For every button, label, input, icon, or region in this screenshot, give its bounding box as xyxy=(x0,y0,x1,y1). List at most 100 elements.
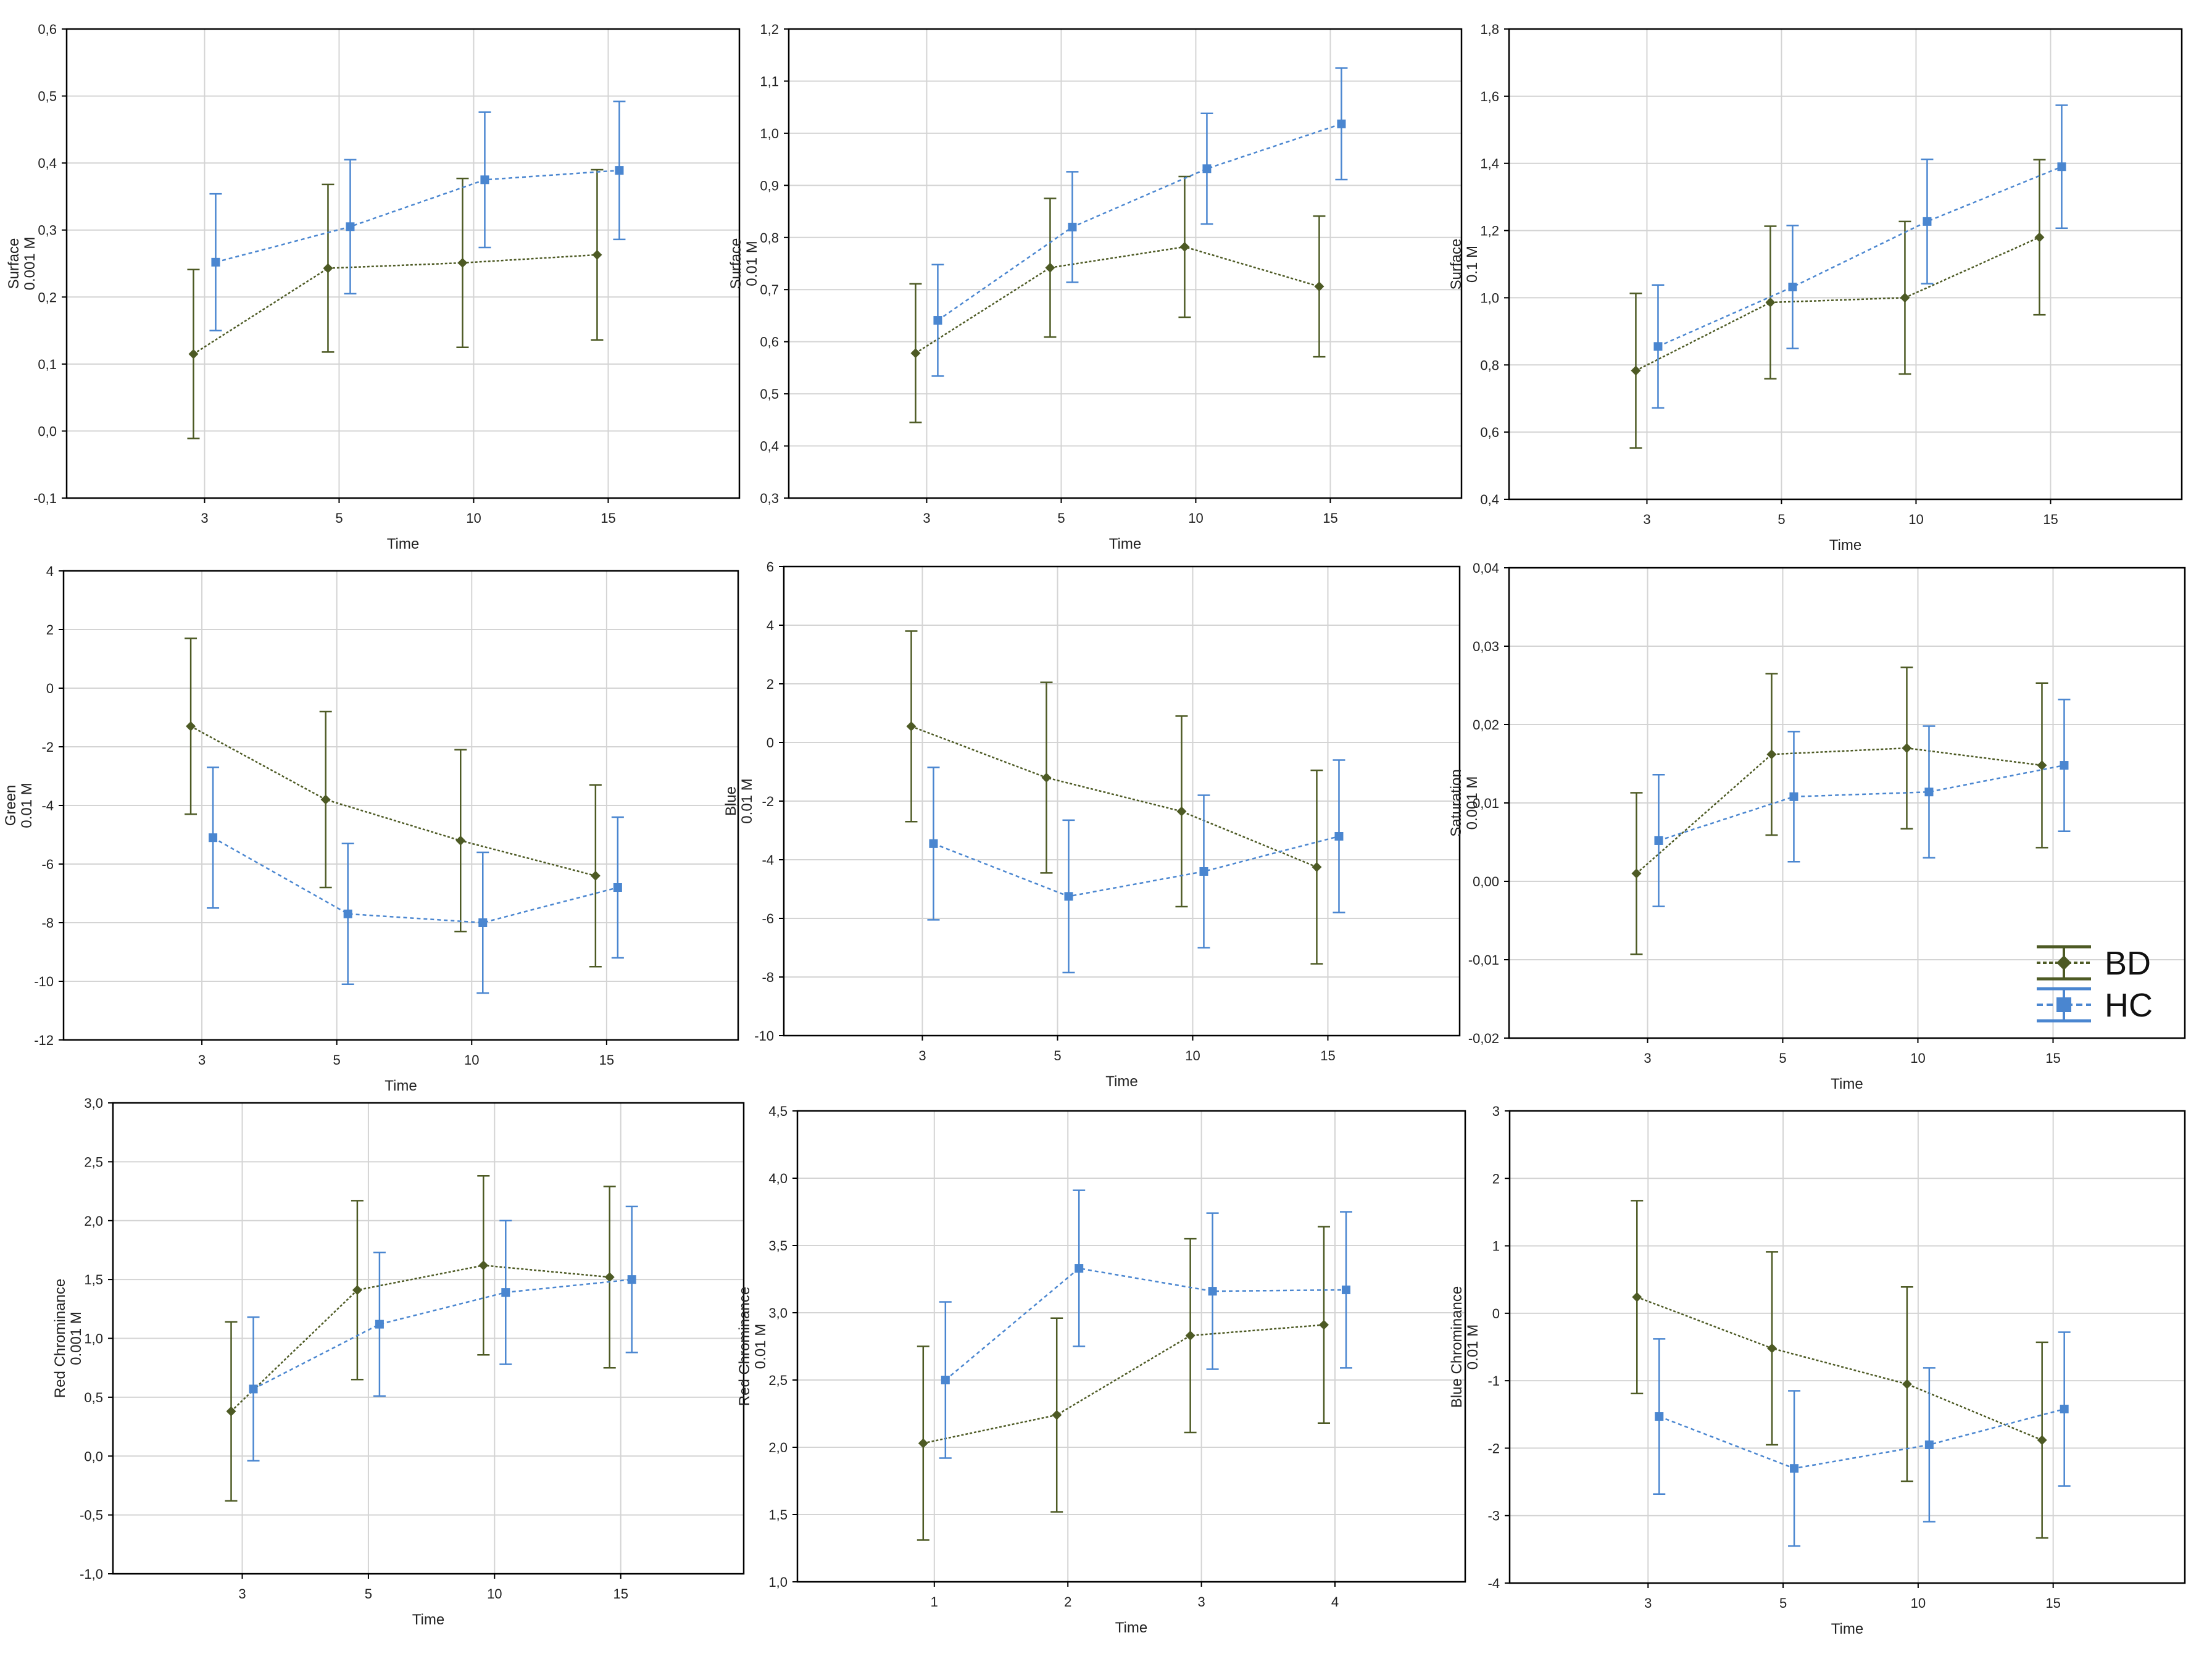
x-tick-label: 5 xyxy=(1054,1048,1061,1063)
x-tick-label: 3 xyxy=(198,1052,206,1068)
y-tick-label: 2,0 xyxy=(84,1213,103,1229)
series-line xyxy=(1657,165,2062,347)
data-point xyxy=(1319,1320,1329,1330)
series-line xyxy=(1636,1296,2043,1441)
x-axis-title: Time xyxy=(1115,1619,1147,1636)
y-tick-label: 1 xyxy=(1492,1239,1500,1254)
y-axis-title-line1: Blue Chrominance xyxy=(1449,1286,1465,1408)
y-tick-label: 2 xyxy=(767,676,774,692)
plot-frame xyxy=(1508,1110,2186,1584)
y-tick-label: 0,5 xyxy=(84,1390,103,1405)
x-axis-title: Time xyxy=(1109,536,1141,552)
y-tick-label: 1,4 xyxy=(1480,156,1499,172)
y-axis-title: Surface 0.01 M xyxy=(728,238,760,289)
series-HC xyxy=(209,101,626,331)
data-point xyxy=(592,249,602,260)
x-axis-title: Time xyxy=(1829,537,1861,554)
data-point xyxy=(188,349,199,359)
series-BD xyxy=(225,1175,616,1502)
y-tick-label: 6 xyxy=(767,559,774,575)
y-tick-label: 2 xyxy=(1492,1171,1500,1186)
legend: BD HC xyxy=(2037,945,2153,1024)
data-point xyxy=(1765,297,1776,308)
y-tick-label: -6 xyxy=(41,857,54,872)
y-axis-title-line1: Red Chrominance xyxy=(736,1287,753,1406)
x-tick-label: 10 xyxy=(1908,512,1923,527)
series-line xyxy=(215,169,620,264)
data-point xyxy=(209,833,218,842)
y-axis-title-line2: 0.01 M xyxy=(752,1324,769,1369)
y-tick-label: -2 xyxy=(762,794,774,809)
data-point xyxy=(1900,293,1910,303)
series-HC xyxy=(1653,1331,2071,1547)
data-point xyxy=(249,1384,258,1394)
x-tick-label: 3 xyxy=(923,510,930,526)
y-tick-label: -2 xyxy=(41,739,54,755)
y-tick-label: 0 xyxy=(46,681,54,696)
chart-panel-2: 0,3 0,4 0,5 0,6 0,7 0,8 0,9 1,0 1,1 1,2 3 5 10 15 Time… xyxy=(728,22,1463,552)
y-axis-title-line2: 0.001 M xyxy=(1464,776,1481,830)
chart-panel-6: -0,02 -0,01 0,00 0,01 0,02 0,03 0,04 3 5 10 15 Time… xyxy=(1448,560,2186,1092)
series-BD xyxy=(1630,667,2048,955)
y-axis-title-line2: 0.1 M xyxy=(1464,246,1481,283)
y-tick-label: 0,4 xyxy=(1480,492,1499,507)
y-tick-label: 1,2 xyxy=(1480,223,1499,239)
data-point xyxy=(1176,806,1187,817)
x-tick-label: 10 xyxy=(1910,1050,1925,1066)
y-tick-label: 2 xyxy=(46,622,54,638)
y-tick-label: 0,00 xyxy=(1473,874,1499,889)
x-tick-label: 5 xyxy=(365,1586,372,1602)
x-axis-title: Time xyxy=(412,1611,444,1628)
data-point xyxy=(1766,749,1777,760)
y-tick-label: 0,01 xyxy=(1473,796,1499,811)
y-axis-title-line1: Green xyxy=(2,785,19,826)
x-tick-label: 15 xyxy=(599,1052,614,1068)
data-point xyxy=(2037,1435,2047,1445)
y-tick-label: 0 xyxy=(767,735,774,750)
data-point xyxy=(1041,773,1052,783)
y-tick-label: -1,0 xyxy=(80,1566,103,1582)
series-HC xyxy=(1652,104,2068,409)
data-point xyxy=(346,222,355,231)
legend-marker xyxy=(2056,997,2071,1012)
y-tick-label: 0,4 xyxy=(760,439,779,454)
y-tick-label: -0,5 xyxy=(80,1508,103,1523)
series-BD xyxy=(917,1226,1331,1541)
series-line xyxy=(230,1264,610,1412)
y-tick-label: 0,3 xyxy=(760,491,779,506)
data-point xyxy=(1208,1287,1217,1296)
legend-label: HC xyxy=(2105,987,2153,1024)
data-point xyxy=(1202,164,1212,173)
data-point xyxy=(1314,281,1324,292)
y-axis-title: Saturation 0.001 M xyxy=(1448,769,1481,836)
data-point xyxy=(1790,1464,1799,1473)
y-tick-label: 3,0 xyxy=(768,1305,788,1321)
data-point xyxy=(1334,832,1344,841)
y-axis-title-line1: Surface xyxy=(728,238,744,289)
x-tick-label: 15 xyxy=(601,510,615,526)
series-BD xyxy=(909,175,1326,423)
y-tick-label: 0,4 xyxy=(38,156,57,171)
y-tick-label: 0,1 xyxy=(38,357,57,372)
y-tick-label: -4 xyxy=(41,798,54,813)
data-point xyxy=(1312,862,1322,872)
y-tick-label: 4 xyxy=(46,563,54,579)
y-axis-title-line1: Surface xyxy=(1448,239,1465,290)
y-tick-label: -0,1 xyxy=(33,491,57,506)
x-tick-label: 3 xyxy=(201,510,208,526)
y-axis-title-line1: Red Chrominance xyxy=(52,1279,69,1398)
y-tick-label: 0,04 xyxy=(1473,560,1499,576)
series-line xyxy=(190,725,596,877)
plot-frame xyxy=(783,565,1461,1037)
plot-frame xyxy=(1508,567,2186,1039)
data-point xyxy=(211,257,220,267)
data-point xyxy=(457,257,468,268)
data-point xyxy=(1788,283,1797,292)
x-tick-label: 10 xyxy=(1188,510,1203,526)
y-tick-label: -0,01 xyxy=(1468,952,1499,968)
chart-panel-4: -12 -10 -8 -6 -4 -2 0 2 4 3 5 10 15 Time Green 0.01 M xyxy=(2,563,739,1094)
series-BD xyxy=(905,630,1323,965)
y-tick-label: 0,5 xyxy=(760,386,779,402)
series-line xyxy=(1658,764,2064,842)
series-HC xyxy=(247,1205,638,1462)
